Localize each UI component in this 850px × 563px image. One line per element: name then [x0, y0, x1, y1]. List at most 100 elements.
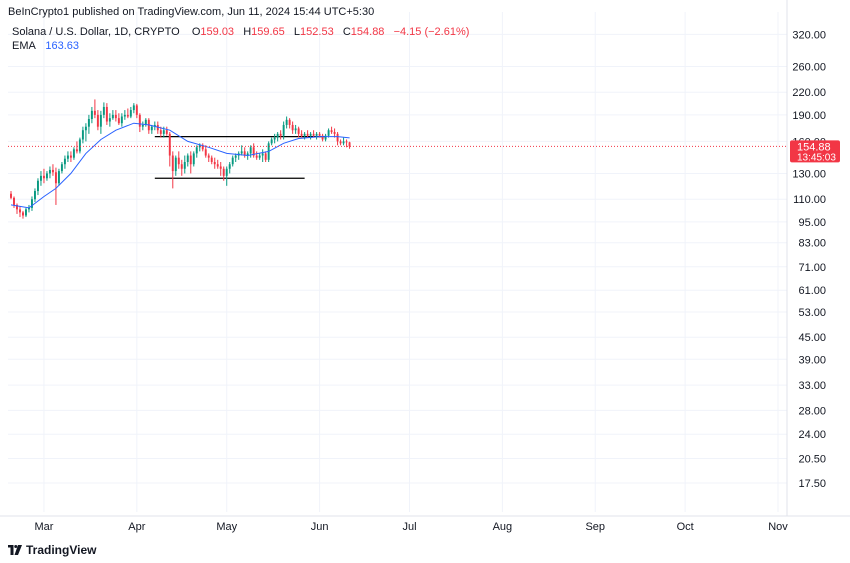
candle — [321, 133, 324, 142]
candle — [57, 168, 60, 186]
x-tick-label: Sep — [585, 521, 605, 533]
candle — [348, 141, 351, 149]
y-tick-label: 320.00 — [792, 29, 826, 41]
candle — [177, 151, 180, 169]
high-label: H — [243, 26, 252, 38]
time-axis[interactable]: Mar Apr May Jun Jul Aug Sep Oct Nov — [0, 515, 850, 533]
candle — [39, 171, 42, 186]
x-tick-label: Jul — [402, 521, 416, 533]
y-tick-label: 20.50 — [798, 454, 826, 466]
candle — [108, 113, 111, 127]
candle — [138, 113, 141, 133]
candle — [195, 145, 198, 158]
candle — [159, 126, 162, 138]
candle — [186, 153, 189, 167]
candle — [312, 130, 315, 138]
candle — [126, 108, 129, 119]
candle — [237, 151, 240, 160]
chart-legend: Solana / U.S. Dollar, 1D, CRYPTO O159.03… — [12, 25, 469, 53]
ema-line — [10, 122, 350, 209]
candle — [258, 153, 261, 160]
tradingview-brand: TradingView — [26, 543, 97, 557]
candle — [22, 210, 24, 219]
open-label: O — [191, 26, 201, 38]
ema-label[interactable]: EMA — [12, 40, 36, 52]
candle — [225, 166, 228, 186]
low-label: L — [293, 26, 301, 38]
candle — [207, 153, 210, 163]
candle — [123, 110, 126, 120]
tradingview-footer[interactable]: TradingView — [8, 543, 96, 557]
candle — [285, 116, 288, 129]
x-tick-label: Nov — [768, 521, 788, 533]
x-tick-label: Oct — [677, 521, 694, 533]
candle — [16, 203, 18, 214]
candle — [294, 124, 297, 134]
price-axis[interactable]: 320.00260.00220.00190.00160.00130.00110.… — [786, 0, 826, 516]
last-price-tag: 154.88 13:45:03 — [790, 140, 840, 163]
low-value: 152.53 — [300, 26, 334, 38]
candle — [249, 145, 252, 158]
ema-value: 163.63 — [45, 40, 80, 52]
tradingview-logo-icon — [8, 545, 22, 555]
candle — [81, 126, 84, 144]
chart-grid — [8, 12, 787, 512]
y-tick-label: 190.00 — [792, 110, 826, 122]
bar-countdown: 13:45:03 — [797, 152, 836, 163]
candle — [204, 145, 207, 158]
candle — [63, 155, 66, 169]
candle — [25, 207, 27, 218]
candle — [147, 118, 150, 134]
candle — [51, 164, 54, 176]
ohlc-row[interactable]: Solana / U.S. Dollar, 1D, CRYPTO O159.03… — [12, 25, 469, 39]
candle — [213, 157, 216, 169]
candle — [66, 151, 69, 163]
candle — [270, 137, 273, 146]
y-tick-label: 53.00 — [798, 307, 826, 319]
candle — [132, 103, 135, 114]
candle — [141, 121, 144, 131]
ema-row[interactable]: EMA 163.63 — [12, 39, 469, 53]
candle — [255, 151, 258, 160]
candle — [90, 106, 93, 124]
y-tick-label: 17.50 — [798, 478, 826, 490]
candle — [13, 196, 15, 208]
candle — [168, 132, 171, 167]
candle — [33, 188, 36, 203]
candle — [93, 99, 96, 119]
candle — [30, 196, 33, 211]
candle — [72, 147, 75, 160]
close-label: C — [342, 26, 351, 38]
candle — [216, 159, 219, 169]
candle — [117, 113, 120, 125]
candle — [42, 168, 45, 184]
candle — [105, 103, 108, 125]
candle — [309, 132, 312, 140]
y-tick-label: 83.00 — [798, 238, 826, 250]
y-tick-label: 61.00 — [798, 285, 826, 297]
y-tick-label: 45.00 — [798, 332, 826, 344]
candle — [96, 110, 99, 131]
candle — [315, 132, 318, 140]
candlestick-series — [10, 99, 351, 219]
high-value: 159.65 — [251, 26, 285, 38]
candle — [264, 151, 267, 163]
candle — [291, 121, 294, 134]
candle — [279, 130, 282, 140]
x-tick-label: Aug — [493, 521, 513, 533]
y-tick-label: 110.00 — [793, 194, 826, 206]
candle — [36, 178, 39, 196]
candle — [87, 114, 90, 134]
x-tick-label: May — [216, 521, 237, 533]
symbol-label[interactable]: Solana / U.S. Dollar, 1D, CRYPTO — [12, 26, 180, 38]
candle — [201, 143, 204, 152]
x-tick-label: Jun — [311, 521, 329, 533]
candle — [327, 128, 330, 138]
candle — [99, 110, 102, 134]
candle — [183, 155, 186, 174]
candle — [27, 204, 30, 213]
candle — [102, 102, 105, 119]
candle — [231, 155, 234, 167]
y-tick-label: 130.00 — [792, 168, 826, 180]
